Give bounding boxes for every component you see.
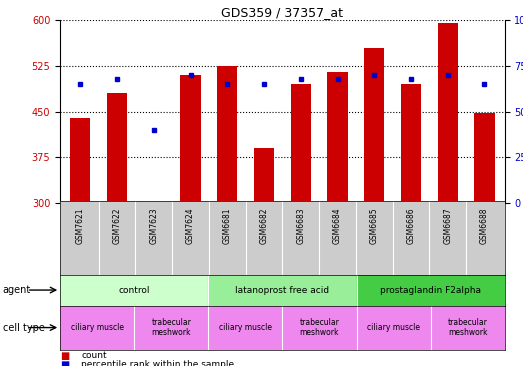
Bar (60, 306, 134, 350)
Text: ciliary muscle: ciliary muscle (219, 323, 272, 332)
Bar (327, 72, 348, 203)
Text: GSM6681: GSM6681 (223, 207, 232, 244)
Bar (217, 66, 237, 203)
Text: percentile rank within the sample: percentile rank within the sample (81, 360, 234, 366)
Bar (430, 306, 505, 350)
Text: GSM6682: GSM6682 (259, 207, 268, 244)
Bar (144, 201, 164, 203)
Text: count: count (81, 351, 107, 360)
Text: agent: agent (3, 285, 31, 295)
Text: GSM7624: GSM7624 (186, 207, 195, 244)
Bar (438, 23, 458, 203)
Bar (357, 274, 505, 306)
Text: ■: ■ (60, 360, 70, 366)
Bar (357, 306, 430, 350)
Title: GDS359 / 37357_at: GDS359 / 37357_at (221, 6, 344, 19)
Text: GSM7623: GSM7623 (150, 207, 158, 244)
Bar (70, 118, 90, 203)
Bar (107, 93, 127, 203)
Text: GSM6687: GSM6687 (444, 207, 452, 244)
Text: ■: ■ (60, 351, 70, 361)
Text: trabecular
meshwork: trabecular meshwork (151, 318, 191, 337)
Bar (401, 84, 421, 203)
Text: latanoprost free acid: latanoprost free acid (235, 285, 329, 295)
Bar (180, 75, 201, 203)
Text: GSM6688: GSM6688 (480, 207, 489, 244)
Bar (60, 274, 208, 306)
Bar (474, 113, 495, 203)
Bar (208, 306, 282, 350)
Text: GSM6686: GSM6686 (406, 207, 415, 244)
Text: GSM6685: GSM6685 (370, 207, 379, 244)
Bar (134, 306, 208, 350)
Bar (291, 84, 311, 203)
Bar (208, 274, 357, 306)
Text: GSM7622: GSM7622 (112, 207, 121, 244)
Text: ciliary muscle: ciliary muscle (367, 323, 420, 332)
Text: prostaglandin F2alpha: prostaglandin F2alpha (380, 285, 481, 295)
Text: GSM6684: GSM6684 (333, 207, 342, 244)
Text: GSM6683: GSM6683 (297, 207, 305, 244)
Bar (254, 148, 274, 203)
Text: GSM7621: GSM7621 (76, 207, 85, 244)
Text: trabecular
meshwork: trabecular meshwork (300, 318, 339, 337)
Bar (282, 306, 357, 350)
Text: ciliary muscle: ciliary muscle (71, 323, 124, 332)
Text: cell type: cell type (3, 322, 44, 333)
Bar (364, 48, 384, 203)
Text: trabecular
meshwork: trabecular meshwork (448, 318, 487, 337)
Text: control: control (119, 285, 150, 295)
